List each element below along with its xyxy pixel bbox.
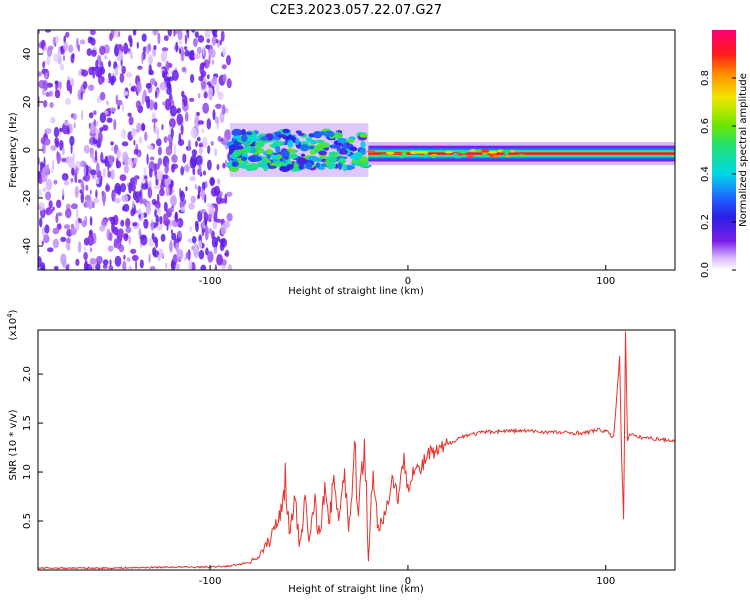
colorbar-tick-label: 0.6 [700,118,711,134]
spectrogram-y-label: Frequency (Hz) [8,112,19,188]
colorbar-tick-label: 0.2 [700,214,711,230]
snr-y-multiplier-prefix: (x10 [8,318,19,341]
colorbar-tick-label: 0.8 [700,70,711,86]
colorbar: 0.0 0.2 0.4 0.6 0.8 Normalized spectral ampl… [700,30,749,278]
snr-y-ticks: 0.5 1.0 1.5 2.0 [22,366,43,529]
snr-y-multiplier-exponent: 4 [6,313,14,318]
colorbar-label: Normalized spectral amplitude [738,73,749,227]
spectrogram-x-tick-label: 0 [405,276,411,287]
snr-x-ticks: -100 0 100 [199,565,615,587]
snr-x-label: Height of straight line (km) [288,584,424,595]
figure-title: C2E3.2023.057.22.07.G27 [270,3,442,18]
snr-x-tick-label: 100 [596,576,615,587]
spectrogram-x-tick-label: -100 [199,276,222,287]
colorbar-tick-label: 0.0 [700,262,711,278]
spectrogram-y-tick-label: -20 [22,190,33,206]
spectrogram-y-tick-label: 40 [22,48,33,61]
spectrogram-content [38,30,675,270]
snr-frame [37,329,676,571]
spectrogram-y-tick-label: 0 [22,147,33,153]
spectrogram-y-ticks: -40 -20 0 20 40 [22,48,43,254]
colorbar-gradient [712,30,736,270]
spectrogram-y-tick-label: -40 [22,238,33,254]
snr-background [38,330,675,570]
snr-line [37,331,676,570]
colorbar-tick-label: 0.4 [700,166,711,182]
snr-x-tick-label: -100 [199,576,222,587]
snr-y-tick-label: 1.0 [22,464,33,480]
snr-y-tick-label: 2.0 [22,366,33,382]
spectrogram-x-label: Height of straight line (km) [288,286,424,297]
snr-y-multiplier-suffix: ) [8,309,19,313]
spectrogram-panel: -100 0 100 -40 -20 0 20 40 Height of straight … [8,29,676,297]
snr-y-tick-label: 0.5 [22,513,33,529]
snr-y-multiplier: (x104) [6,309,19,340]
snr-x-tick-label: 0 [405,576,411,587]
colorbar-ticks: 0.0 0.2 0.4 0.6 0.8 [700,70,736,278]
snr-y-label: SNR (10 * v/v) [8,409,19,480]
spectrogram-x-ticks: -100 0 100 [199,265,615,287]
spectrogram-y-tick-label: 20 [22,96,33,109]
snr-panel: -100 0 100 0.5 1.0 1.5 2.0 Height of straight… [6,309,676,595]
spectrogram-x-tick-label: 100 [596,276,615,287]
snr-y-tick-label: 1.5 [22,415,33,431]
